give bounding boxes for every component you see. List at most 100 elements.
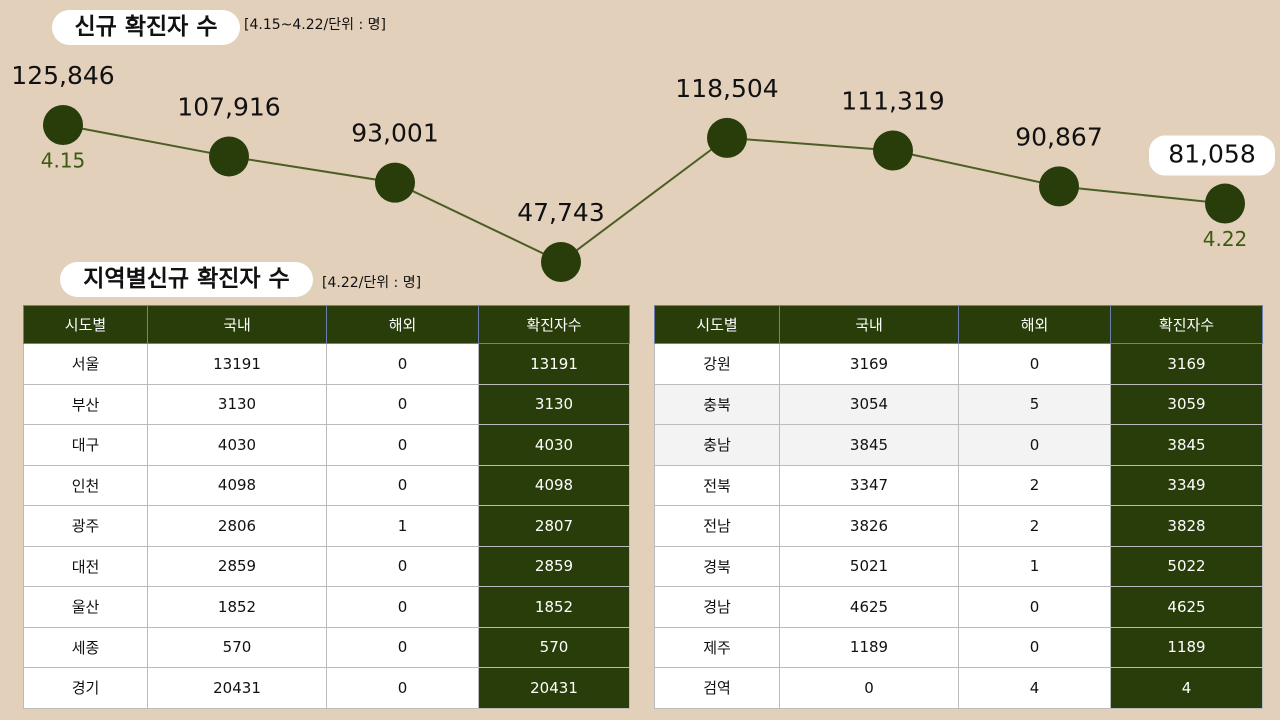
cell: 0	[958, 586, 1111, 628]
table-row: 서울 13191 0 13191	[23, 343, 630, 385]
table-row: 경기 20431 0 20431	[23, 667, 630, 709]
cell: 1	[326, 505, 479, 547]
cell: 검역	[654, 667, 780, 709]
table-header: 시도별 국내 해외 확진자수	[23, 305, 630, 344]
point	[707, 117, 747, 158]
cell: 4030	[147, 424, 327, 466]
cell: 세종	[23, 626, 148, 668]
cell: 0	[326, 343, 479, 385]
table-row: 광주 2806 1 2807	[23, 505, 630, 547]
table-row: 경남 4625 0 4625	[654, 586, 1263, 628]
table-row: 대전 2859 0 2859	[23, 545, 630, 587]
cell: 0	[326, 626, 479, 668]
x-label: 4.22	[1203, 227, 1248, 251]
cell: 1189	[779, 626, 959, 668]
section-subtitle: [4.22/단위 : 명]	[322, 275, 422, 291]
cell: 0	[326, 464, 479, 506]
table-row: 충북 3054 5 3059	[654, 383, 1263, 425]
cell: 0	[958, 626, 1111, 668]
point	[873, 130, 913, 171]
cell: 3347	[779, 464, 959, 506]
table-row: 전남 3826 2 3828	[654, 505, 1263, 547]
cell: 0	[779, 667, 959, 709]
label-box	[1149, 135, 1275, 176]
total-cell: 570	[478, 626, 630, 668]
cell: 570	[147, 626, 327, 668]
total-cell: 3130	[478, 383, 630, 425]
cell: 0	[958, 424, 1111, 466]
cell: 2859	[147, 545, 327, 587]
cell: 3845	[779, 424, 959, 466]
cell: 4098	[147, 464, 327, 506]
table-row: 제주 1189 0 1189	[654, 626, 1263, 668]
value-label: 90,867	[1015, 122, 1102, 151]
value-label: 93,001	[351, 119, 438, 148]
total-cell: 1852	[478, 586, 630, 628]
total-cell: 5022	[1110, 545, 1263, 587]
point	[541, 242, 581, 282]
line-chart: 125,846 4.15 107,916 93,001 47,743 118,504 111…	[11, 61, 1275, 282]
cell: 경남	[654, 586, 780, 628]
cell: 서울	[23, 343, 148, 385]
point	[1039, 166, 1079, 207]
table-row: 경북 5021 1 5022	[654, 545, 1263, 587]
x-label: 4.15	[41, 149, 86, 173]
cell: 13191	[147, 343, 327, 385]
value-label: 47,743	[517, 198, 604, 227]
column-header: 해외	[958, 305, 1111, 344]
cell: 5	[958, 383, 1111, 425]
point	[43, 105, 83, 145]
table-body: 강원 3169 0 3169 충북 3054 5 3059 충남 3845 0 3845 전북 3347 2…	[654, 343, 1263, 709]
cell: 4625	[779, 586, 959, 628]
total-cell: 4625	[1110, 586, 1263, 628]
cell: 경기	[23, 667, 148, 709]
cell: 충남	[654, 424, 780, 466]
column-header: 해외	[326, 305, 479, 344]
point	[1205, 183, 1245, 224]
cell: 0	[958, 343, 1111, 385]
table-row: 검역 0 4 4	[654, 667, 1263, 709]
cell: 3130	[147, 383, 327, 425]
total-cell: 3059	[1110, 383, 1263, 425]
table-row: 강원 3169 0 3169	[654, 343, 1263, 385]
value-label: 125,846	[11, 61, 114, 90]
cell: 대구	[23, 424, 148, 466]
cell: 제주	[654, 626, 780, 668]
cell: 부산	[23, 383, 148, 425]
total-cell: 20431	[478, 667, 630, 709]
total-cell: 4098	[478, 464, 630, 506]
total-cell: 2807	[478, 505, 630, 547]
total-cell: 1189	[1110, 626, 1263, 668]
table-row: 세종 570 0 570	[23, 626, 630, 668]
total-cell: 3828	[1110, 505, 1263, 547]
cell: 울산	[23, 586, 148, 628]
cell: 20431	[147, 667, 327, 709]
total-cell: 4	[1110, 667, 1263, 709]
point	[209, 136, 249, 177]
point	[375, 162, 415, 203]
total-cell: 4030	[478, 424, 630, 466]
column-header: 시도별	[23, 305, 148, 344]
cell: 0	[326, 424, 479, 466]
total-cell: 3349	[1110, 464, 1263, 506]
table-header: 시도별 국내 해외 확진자수	[654, 305, 1263, 344]
table-row: 충남 3845 0 3845	[654, 424, 1263, 466]
chart-title: 신규 확진자 수	[52, 10, 240, 45]
cell: 3169	[779, 343, 959, 385]
table-row: 인천 4098 0 4098	[23, 464, 630, 506]
cell: 광주	[23, 505, 148, 547]
cell: 경북	[654, 545, 780, 587]
table-row: 대구 4030 0 4030	[23, 424, 630, 466]
value-label: 118,504	[675, 74, 778, 103]
region-table: 시도별 국내 해외 확진자수 강원 3169 0 3169 충북 3054 5 3059 충남 3845 0…	[654, 305, 1263, 709]
cell: 2	[958, 464, 1111, 506]
table-body: 서울 13191 0 13191 부산 3130 0 3130 대구 4030 0 4030 인천 409…	[23, 343, 630, 709]
cell: 0	[326, 383, 479, 425]
header-row: 시도별 국내 해외 확진자수	[23, 305, 630, 344]
total-cell: 2859	[478, 545, 630, 587]
cell: 전남	[654, 505, 780, 547]
column-header: 국내	[147, 305, 327, 344]
total-cell: 13191	[478, 343, 630, 385]
cell: 강원	[654, 343, 780, 385]
